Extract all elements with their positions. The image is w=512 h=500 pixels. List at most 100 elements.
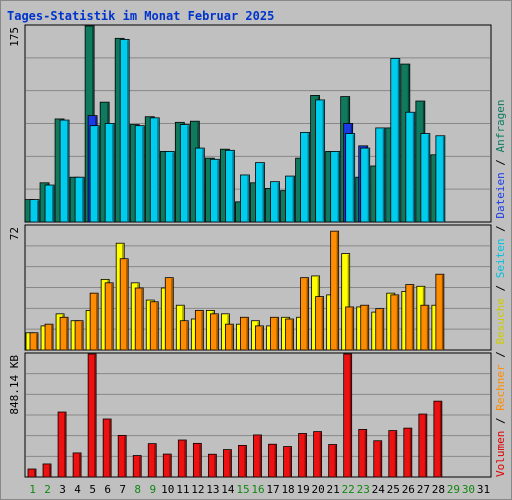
bar-shade-seiten-day-11 [187, 125, 189, 222]
x-tick-label-day-20: 20 [312, 483, 325, 496]
bar-shade-volumen-day-25 [394, 431, 397, 477]
bar-volumen-day-24 [373, 440, 383, 478]
bar-shade-seiten-day-10 [172, 152, 174, 222]
bar-shade-rechner-day-27 [426, 306, 429, 350]
x-tick-label-day-26: 26 [402, 483, 415, 496]
bar-seiten-day-20 [315, 99, 326, 223]
bar-shade-volumen-day-21 [334, 445, 337, 477]
bar-shade-volumen-day-13 [214, 455, 216, 477]
bar-seiten-day-26 [405, 111, 416, 223]
bar-volumen-day-1 [27, 468, 37, 478]
bar-shade-rechner-day-2 [51, 325, 53, 350]
bar-shade-rechner-day-26 [411, 285, 414, 350]
bar-rechner-day-16 [255, 325, 264, 351]
bar-volumen-day-14 [223, 449, 232, 478]
bar-rechner-day-1 [29, 332, 39, 351]
bar-shade-seiten-day-26 [412, 113, 415, 222]
x-tick-label-day-7: 7 [119, 483, 126, 496]
panel-1-ymax-label: 72 [8, 227, 21, 240]
bar-shade-seiten-day-5 [97, 126, 99, 222]
bar-volumen-day-8 [132, 455, 142, 478]
bar-volumen-day-17 [268, 443, 277, 478]
x-tick-label-day-14: 14 [221, 483, 235, 496]
bar-rechner-day-15 [240, 316, 249, 351]
bar-seiten-day-5 [89, 125, 100, 223]
bar-shade-volumen-day-26 [409, 429, 412, 477]
bar-seiten-day-24 [375, 127, 386, 223]
bar-shade-rechner-day-21 [336, 232, 339, 350]
bar-volumen-day-6 [102, 418, 112, 478]
x-tick-label-day-3: 3 [59, 483, 66, 496]
bar-seiten-day-4 [74, 176, 85, 223]
bar-volumen-day-23 [358, 429, 368, 478]
bar-seiten-day-6 [104, 123, 115, 223]
x-tick-label-day-15: 15 [236, 483, 249, 496]
bar-seiten-day-28 [435, 135, 446, 223]
x-tick-label-day-30: 30 [462, 483, 475, 496]
bar-shade-seiten-day-1 [37, 200, 39, 222]
bar-seiten-day-2 [44, 184, 55, 223]
bar-volumen-day-22 [343, 353, 353, 478]
bar-shade-volumen-day-5 [94, 355, 96, 477]
bar-rechner-day-17 [270, 316, 279, 351]
x-tick-label-day-29: 29 [447, 483, 460, 496]
bar-seiten-day-10 [164, 151, 175, 223]
bar-seiten-day-13 [209, 158, 220, 223]
bar-shade-volumen-day-20 [319, 432, 322, 477]
bar-shade-rechner-day-5 [96, 294, 98, 350]
x-tick-label-day-31: 31 [477, 483, 490, 496]
bar-volumen-day-13 [207, 453, 217, 478]
bar-shade-rechner-day-25 [396, 295, 399, 350]
bar-rechner-day-3 [59, 316, 69, 351]
bar-rechner-day-7 [119, 258, 129, 351]
bar-shade-volumen-day-24 [379, 441, 382, 477]
bar-volumen-day-27 [418, 413, 428, 478]
bar-shade-rechner-day-10 [171, 278, 173, 350]
x-tick-label-day-27: 27 [417, 483, 430, 496]
bar-shade-seiten-day-19 [307, 133, 310, 222]
bar-volumen-day-28 [433, 400, 443, 478]
bar-seiten-day-21 [330, 151, 341, 223]
panel-0-ymax-label: 175 [8, 27, 21, 47]
bar-shade-seiten-day-8 [142, 126, 144, 222]
bar-shade-rechner-day-22 [351, 307, 354, 350]
bar-shade-rechner-day-6 [111, 283, 113, 350]
x-tick-label-day-24: 24 [372, 483, 386, 496]
bar-shade-rechner-day-13 [216, 314, 218, 350]
bar-seiten-day-27 [420, 133, 431, 223]
bar-seiten-day-23 [360, 147, 371, 223]
bar-shade-seiten-day-12 [202, 149, 204, 222]
bar-volumen-day-21 [328, 444, 338, 478]
bar-seiten-day-8 [134, 125, 145, 223]
legend-dateien: Dateien [494, 172, 507, 218]
bar-rechner-day-19 [300, 277, 309, 351]
bar-shade-volumen-day-23 [364, 430, 367, 477]
bar-shade-rechner-day-12 [201, 311, 203, 350]
bar-shade-rechner-day-16 [261, 326, 263, 350]
bar-rechner-day-13 [209, 313, 219, 351]
x-tick-label-day-25: 25 [387, 483, 400, 496]
bar-seiten-day-7 [119, 39, 130, 223]
bar-shade-rechner-day-24 [381, 309, 384, 350]
bar-shade-rechner-day-3 [66, 318, 68, 350]
bar-seiten-day-22 [345, 133, 356, 223]
bar-volumen-day-11 [177, 439, 187, 478]
bar-shade-seiten-day-20 [322, 100, 325, 222]
bar-volumen-day-25 [388, 430, 398, 478]
bar-volumen-day-18 [283, 446, 292, 478]
bar-volumen-day-9 [147, 443, 157, 478]
bar-rechner-day-11 [179, 320, 189, 351]
x-tick-label-day-4: 4 [74, 483, 81, 496]
legend-anfragen: Anfragen [494, 99, 507, 152]
bar-volumen-day-12 [192, 442, 202, 478]
bar-rechner-day-6 [104, 282, 114, 351]
bar-shade-volumen-day-15 [244, 446, 246, 477]
bar-seiten-day-11 [179, 124, 190, 223]
bar-rechner-day-25 [390, 294, 400, 351]
bar-shade-rechner-day-8 [141, 289, 143, 350]
x-tick-label-day-17: 17 [266, 483, 279, 496]
bar-shade-volumen-day-11 [184, 441, 186, 477]
bar-shade-volumen-day-10 [169, 455, 171, 477]
bar-rechner-day-24 [375, 308, 385, 351]
bar-seiten-day-14 [225, 149, 235, 223]
